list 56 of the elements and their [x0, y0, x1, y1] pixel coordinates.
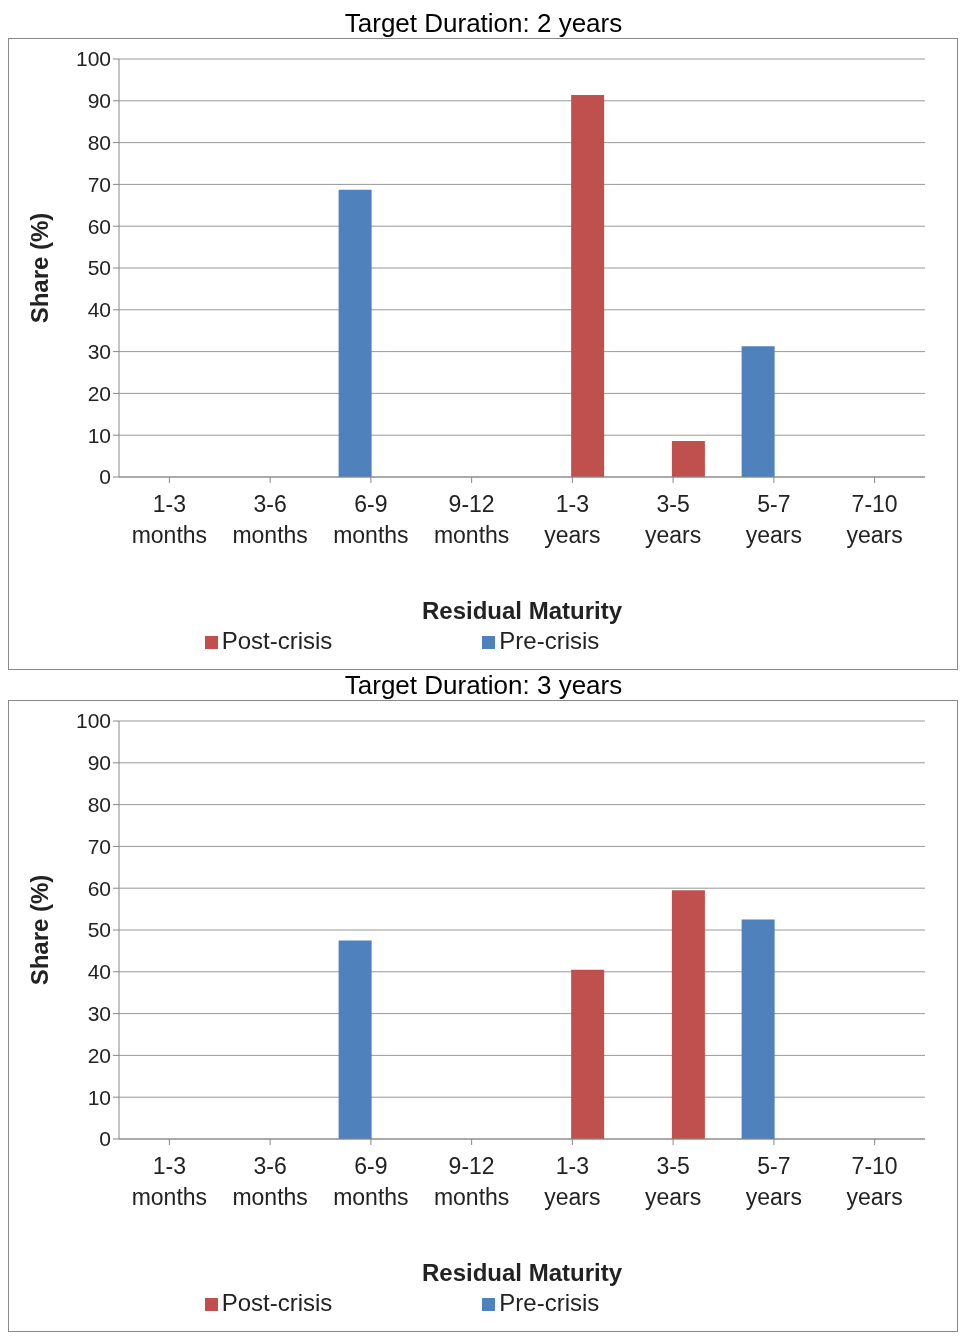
y-tick-label: 80 — [87, 131, 111, 155]
y-tick-label: 90 — [87, 89, 111, 113]
x-tick-label: 1-3 months — [131, 490, 208, 548]
bar — [671, 441, 705, 477]
bar — [571, 94, 605, 477]
bar — [571, 969, 605, 1139]
x-tick-label: 6-9 months — [333, 1152, 409, 1210]
y-tick-label: 70 — [87, 834, 111, 858]
bar — [741, 346, 775, 477]
x-tick-label: 3-5 years — [645, 490, 702, 548]
chart-title: Target Duration: 3 years — [343, 670, 624, 700]
y-tick-label: 40 — [87, 960, 111, 984]
y-tick-label: 30 — [87, 340, 111, 364]
x-tick-label: 7-10 years — [846, 490, 903, 548]
y-tick-label: 0 — [99, 1127, 111, 1151]
y-tick-label: 50 — [87, 256, 111, 280]
x-tick-label: 1-3 months — [131, 1152, 208, 1210]
legend-label: Post-crisis — [221, 1289, 333, 1316]
x-tick-label: 3-5 years — [645, 1152, 702, 1210]
x-tick-label: 9-12 months — [433, 1152, 510, 1210]
x-tick-label: 3-6 months — [232, 490, 308, 548]
y-tick-label: 40 — [87, 298, 111, 322]
bar — [338, 189, 372, 477]
legend-label: Pre-crisis — [499, 1289, 600, 1316]
y-tick-label: 10 — [87, 423, 111, 447]
x-tick-label: 3-6 months — [232, 1152, 308, 1210]
x-tick-label: 5-7 years — [745, 1152, 802, 1210]
bar — [671, 890, 705, 1139]
y-tick-label: 10 — [87, 1085, 111, 1109]
y-axis-title: Share (%) — [25, 212, 53, 324]
y-tick-label: 20 — [87, 381, 111, 405]
y-axis-title: Share (%) — [25, 874, 53, 986]
x-tick-label: 7-10 years — [846, 1152, 903, 1210]
legend-label: Post-crisis — [221, 627, 333, 654]
y-tick-label: 20 — [87, 1043, 111, 1067]
y-tick-label: 30 — [87, 1002, 111, 1026]
y-tick-label: 0 — [99, 465, 111, 489]
y-tick-label: 100 — [75, 709, 111, 733]
y-tick-label: 50 — [87, 918, 111, 942]
y-tick-label: 100 — [75, 47, 111, 71]
y-tick-label: 80 — [87, 793, 111, 817]
bar — [338, 940, 372, 1139]
x-tick-label: 5-7 years — [745, 490, 802, 548]
x-axis-title: Residual Maturity — [421, 597, 623, 624]
x-tick-label: 1-3 years — [544, 490, 601, 548]
chart-title: Target Duration: 2 years — [343, 8, 624, 38]
y-tick-label: 60 — [87, 214, 111, 238]
y-tick-label: 90 — [87, 751, 111, 775]
legend-label: Pre-crisis — [499, 627, 600, 654]
x-axis-title: Residual Maturity — [421, 1259, 623, 1286]
y-tick-label: 70 — [87, 172, 111, 196]
x-tick-label: 1-3 years — [544, 1152, 601, 1210]
bar — [741, 919, 775, 1139]
x-tick-label: 6-9 months — [333, 490, 409, 548]
x-tick-label: 9-12 months — [433, 490, 510, 548]
y-tick-label: 60 — [87, 876, 111, 900]
